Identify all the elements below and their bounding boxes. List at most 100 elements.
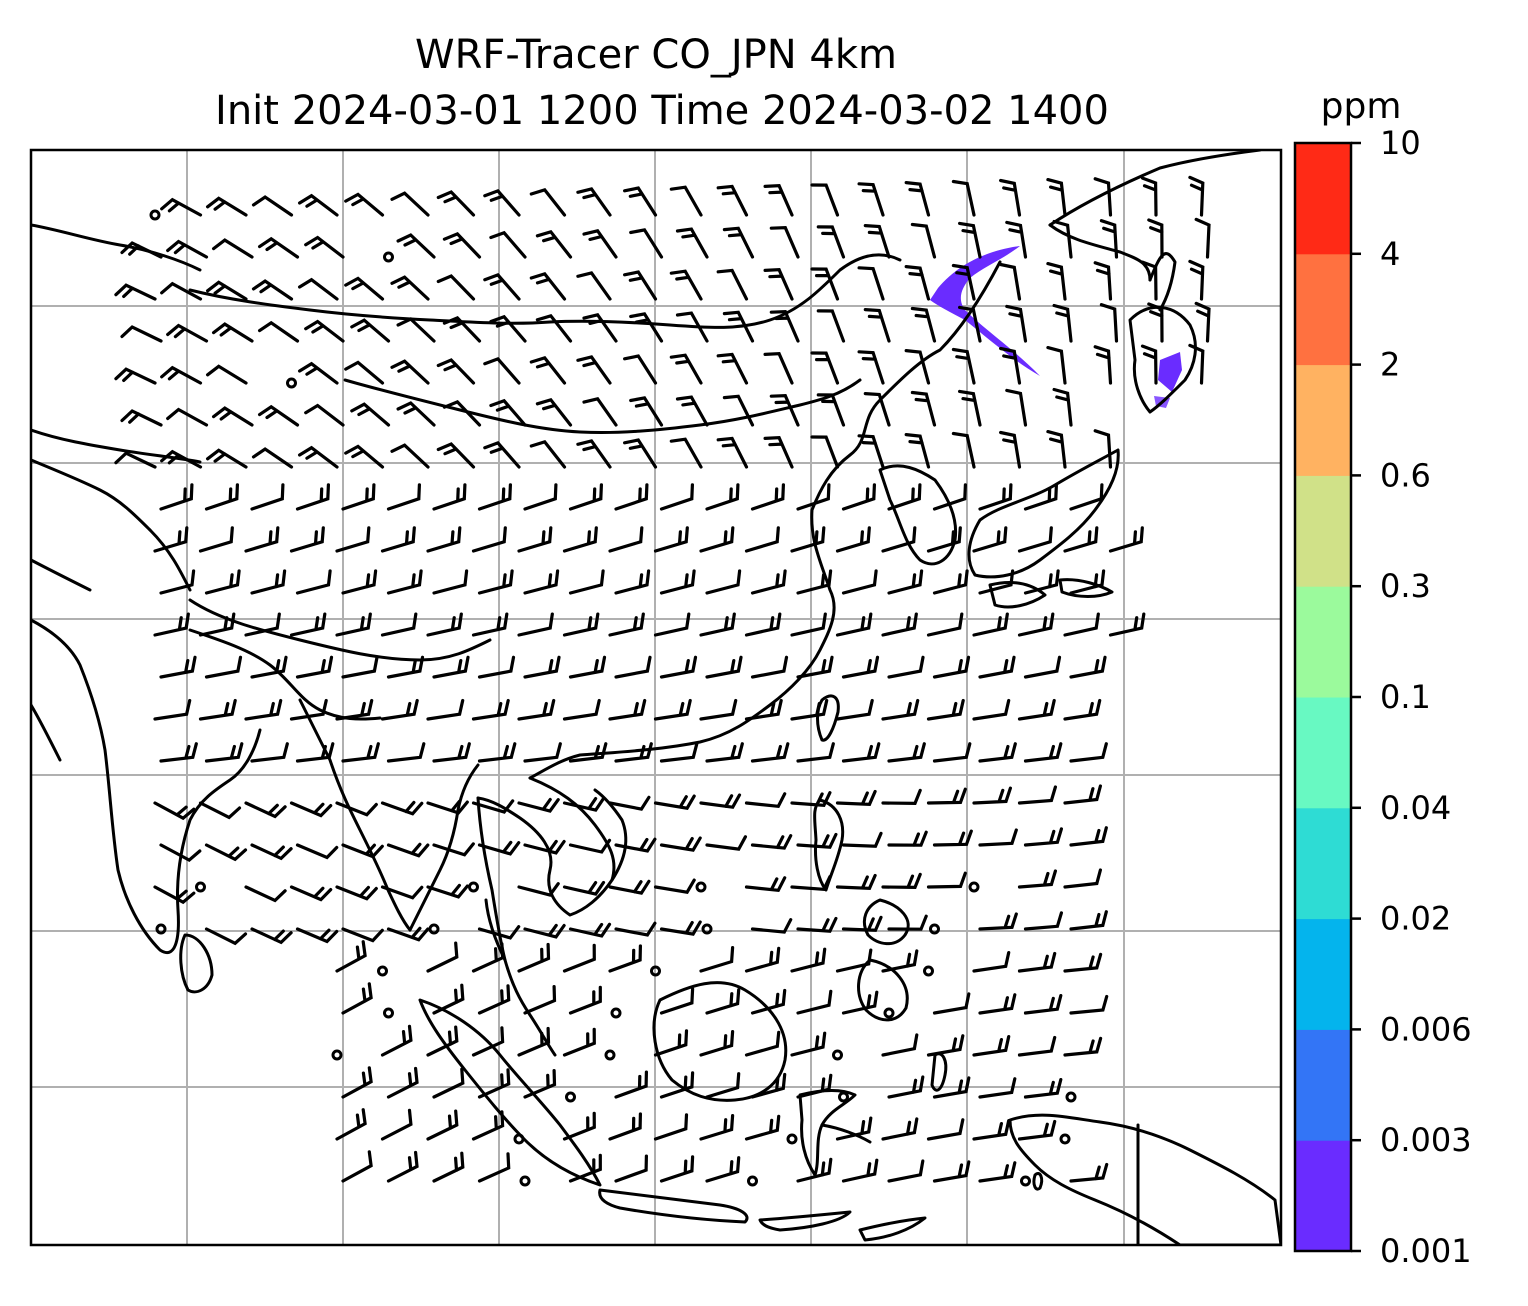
wind-barb (436, 190, 476, 217)
wind-barb (198, 612, 236, 637)
wind-barb (562, 698, 601, 721)
wind-barb (1017, 1119, 1057, 1141)
wind-barb (523, 569, 560, 595)
wind-barb (1140, 260, 1158, 301)
wind-barb (535, 313, 573, 343)
wind-barb (653, 1113, 689, 1141)
wind-barb (796, 569, 833, 595)
wind-barb (926, 1034, 965, 1057)
wind-barb (289, 885, 333, 902)
wind-barb (1017, 869, 1057, 889)
wind-barb (523, 1069, 557, 1099)
wind-barb (477, 984, 511, 1015)
wind-barb (1069, 1162, 1109, 1183)
wind-barb (608, 612, 645, 637)
wind-barb (841, 483, 876, 511)
wind-barb (744, 1030, 781, 1057)
title-line-2: Init 2024-03-01 1200 Time 2024-03-02 140… (215, 88, 1109, 134)
wind-barb (250, 927, 293, 945)
wind-barb (582, 396, 618, 427)
wind-barb (1017, 526, 1053, 553)
wind-barb (910, 222, 937, 259)
wind-barb (483, 273, 521, 301)
wind-barb (614, 569, 651, 595)
wind-barb (653, 878, 696, 894)
wind-barb (608, 526, 644, 553)
wind-barb (250, 569, 287, 595)
wind-barb (835, 612, 873, 637)
colorbar: ppm 0.001 0.003 0.006 0.02 0.04 0.1 0.3 0.6 2 4 10 (1293, 86, 1472, 1270)
colorbar-segment (1295, 364, 1351, 476)
calm-wind-markers (149, 209, 1077, 1187)
wind-barb (159, 569, 196, 595)
wind-barb (841, 831, 883, 848)
wind-barb (576, 271, 612, 301)
wind-barb (750, 569, 787, 595)
wind-barb (341, 927, 384, 943)
wind-barb (471, 1026, 505, 1057)
wind-barb (763, 268, 794, 301)
wind-barb (841, 742, 881, 763)
wind-barb (887, 569, 924, 595)
wind-barb (835, 698, 874, 721)
wind-barb (887, 1075, 925, 1099)
calm-wind-marker (701, 923, 713, 935)
wind-barb (166, 407, 209, 427)
wind-barb (426, 698, 465, 721)
wind-barb (1017, 785, 1057, 805)
wind-barb (295, 483, 330, 511)
wind-barb (699, 612, 736, 637)
wind-barb (1063, 1036, 1103, 1057)
wind-barb (258, 320, 300, 343)
wind-barb (841, 1158, 879, 1183)
colorbar-tick-label: 0.001 (1380, 1232, 1472, 1270)
wind-barb (568, 985, 602, 1015)
wind-barb (750, 834, 793, 850)
wind-barb (653, 794, 696, 810)
wind-barb (932, 1076, 971, 1099)
wind-barb (1093, 429, 1113, 469)
calm-wind-marker (747, 1175, 758, 1187)
wind-barb (114, 367, 157, 385)
wind-barb (204, 742, 244, 763)
wind-barb (206, 364, 248, 385)
wind-barb (705, 1072, 741, 1099)
wind-barb (517, 797, 560, 813)
wind-barb (1194, 217, 1211, 259)
wind-barb (623, 270, 658, 301)
wind-barb (1069, 826, 1108, 847)
wind-barb (426, 941, 459, 973)
wind-barb (298, 193, 339, 217)
wind-barb (523, 985, 557, 1015)
wind-barb (477, 840, 521, 856)
wind-barb (153, 698, 192, 721)
wind-barb (198, 801, 242, 820)
colorbar-segment (1295, 253, 1351, 366)
wind-barb (1069, 569, 1106, 595)
wind-barb (206, 280, 248, 301)
wind-barb (212, 406, 254, 427)
wind-barb (489, 230, 527, 259)
wind-barb (932, 569, 969, 595)
wind-barb (344, 360, 385, 385)
wind-barb (432, 742, 471, 763)
wind-barb (675, 311, 709, 343)
wind-barb (517, 698, 556, 721)
wind-barb (796, 832, 838, 849)
wind-barb (289, 526, 325, 553)
wind-barb (932, 742, 972, 763)
colorbar-tick-label: 0.02 (1380, 900, 1451, 938)
wind-barb (206, 196, 248, 217)
wind-barb (972, 951, 1011, 973)
wind-barb (341, 982, 373, 1015)
wind-barb (614, 1070, 648, 1099)
wind-barb (1046, 178, 1067, 217)
wind-barb (295, 569, 332, 595)
wind-barb (432, 983, 465, 1015)
wind-barb (958, 221, 982, 259)
wind-barb (562, 612, 600, 637)
wind-barb (159, 483, 194, 511)
wind-barb (951, 347, 976, 385)
wind-barb (972, 526, 1008, 553)
wind-barb (1069, 483, 1104, 511)
